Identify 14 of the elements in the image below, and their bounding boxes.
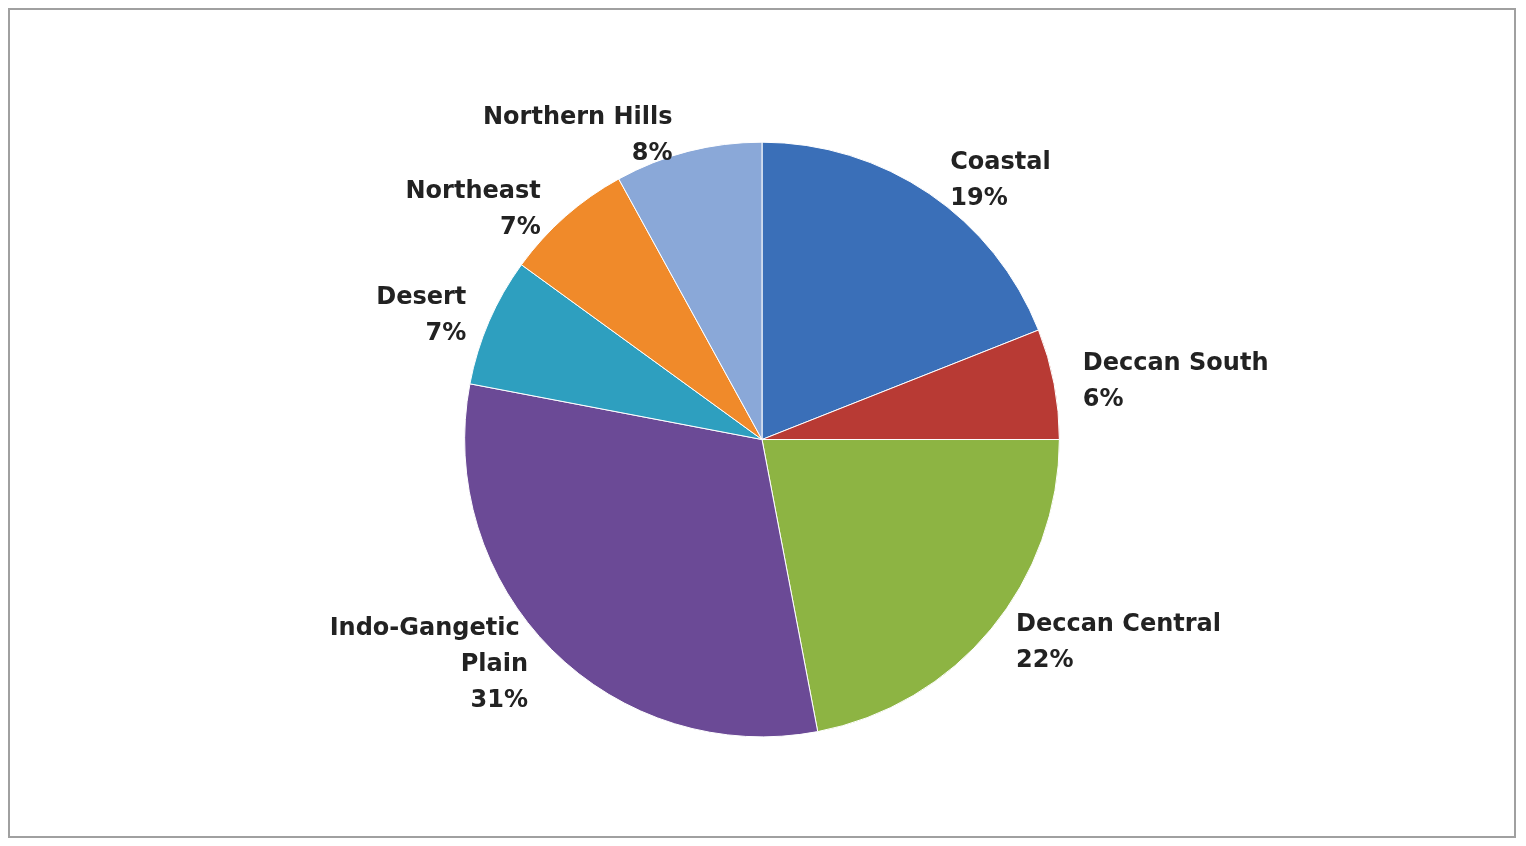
data-label: 31% (470, 684, 529, 713)
slice-label: Desert (376, 282, 467, 311)
slice-label: Northern Hills (483, 102, 673, 131)
data-label: 8% (631, 138, 673, 167)
slice-label: Coastal (950, 146, 1051, 175)
slice-label: Deccan South (1082, 348, 1269, 377)
slice-label: Deccan Central (1015, 608, 1221, 637)
data-label: 6% (1082, 384, 1124, 413)
data-label: 7% (499, 212, 541, 241)
data-label: 19% (950, 182, 1008, 211)
data-label: 7% (425, 318, 467, 347)
slice-label: Northeast (405, 176, 541, 205)
slice-label: Indo-Gangetic Plain (329, 612, 529, 677)
data-label: 22% (1015, 644, 1074, 673)
